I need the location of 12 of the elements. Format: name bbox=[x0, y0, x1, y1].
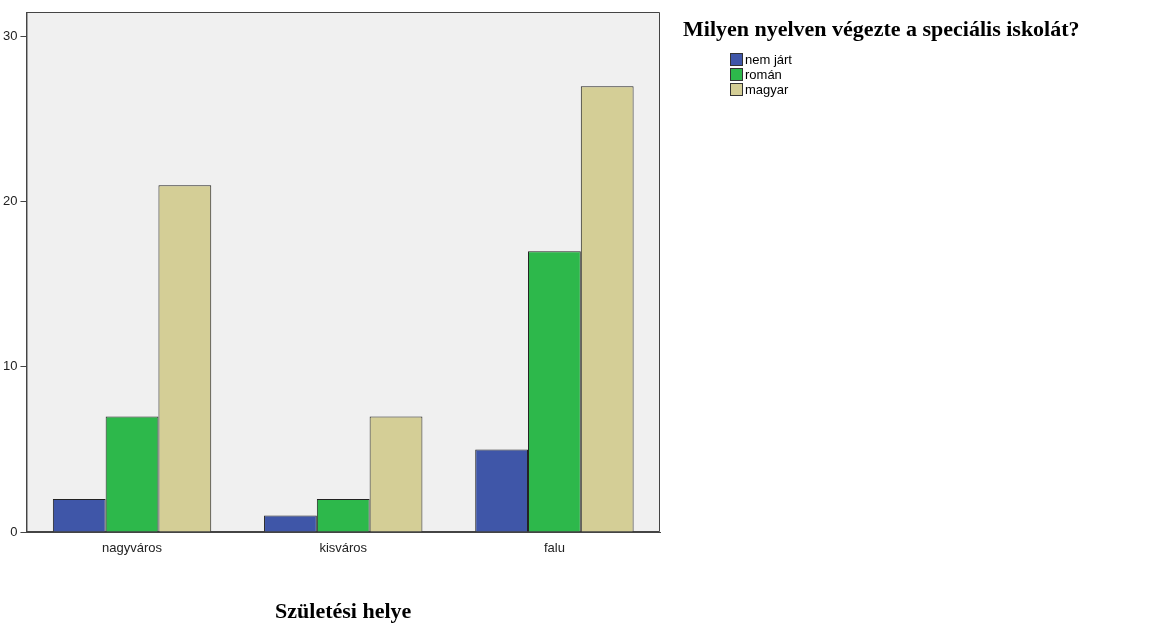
legend-label: magyar bbox=[745, 82, 789, 97]
y-tick-label: 10 bbox=[2, 358, 18, 374]
y-tick-label: 20 bbox=[2, 193, 18, 209]
y-tick-label: 30 bbox=[2, 28, 18, 44]
x-tick-label: kisváros bbox=[319, 540, 368, 556]
x-axis-title: Születési helye bbox=[275, 598, 412, 624]
legend-label: román bbox=[745, 67, 782, 82]
x-tick-label: nagyváros bbox=[102, 540, 163, 556]
x-tick-label: falu bbox=[543, 540, 565, 556]
legend-title: Milyen nyelven végezte a speciális iskolát? bbox=[683, 15, 1081, 42]
y-tick-label: 0 bbox=[10, 523, 18, 539]
legend-label: nem járt bbox=[745, 52, 792, 67]
